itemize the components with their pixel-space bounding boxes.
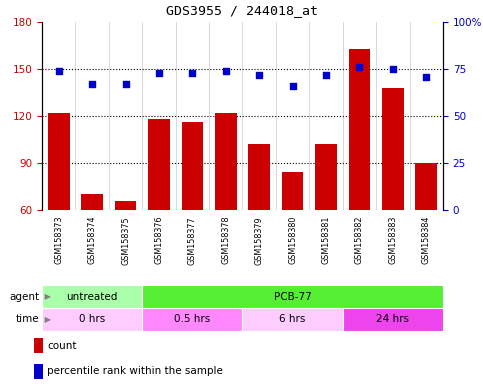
Bar <box>282 172 303 210</box>
Text: GSM158376: GSM158376 <box>155 216 163 265</box>
Text: percentile rank within the sample: percentile rank within the sample <box>47 366 223 376</box>
Text: GSM158379: GSM158379 <box>255 216 264 265</box>
Bar <box>315 144 337 210</box>
Text: ▶: ▶ <box>42 315 51 324</box>
Bar <box>34 364 43 379</box>
Text: ▶: ▶ <box>42 292 51 301</box>
Text: agent: agent <box>10 291 40 301</box>
Text: count: count <box>47 341 77 351</box>
Point <box>155 70 163 76</box>
Bar <box>48 113 70 210</box>
Point <box>88 81 96 87</box>
Text: untreated: untreated <box>67 291 118 301</box>
Text: GSM158375: GSM158375 <box>121 216 130 265</box>
Text: PCB-77: PCB-77 <box>274 291 312 301</box>
Text: 0 hrs: 0 hrs <box>79 314 105 324</box>
Text: GSM158384: GSM158384 <box>422 216 431 264</box>
Point <box>122 81 129 87</box>
Point <box>389 66 397 72</box>
Bar <box>382 88 404 210</box>
Point <box>423 73 430 79</box>
Point <box>188 70 196 76</box>
Bar <box>242 308 343 331</box>
Bar <box>81 194 103 210</box>
Text: GSM158374: GSM158374 <box>87 216 97 265</box>
Bar <box>42 285 142 308</box>
Point <box>222 68 229 74</box>
Bar <box>142 285 443 308</box>
Bar <box>34 338 43 353</box>
Text: GSM158383: GSM158383 <box>388 216 398 264</box>
Point <box>355 64 363 70</box>
Text: GSM158381: GSM158381 <box>322 216 330 264</box>
Bar <box>343 308 443 331</box>
Bar <box>415 163 437 210</box>
Text: 6 hrs: 6 hrs <box>280 314 306 324</box>
Bar <box>248 144 270 210</box>
Point <box>289 83 297 89</box>
Bar <box>215 113 237 210</box>
Bar <box>349 49 370 210</box>
Text: GSM158382: GSM158382 <box>355 216 364 265</box>
Point <box>256 71 263 78</box>
Bar <box>182 122 203 210</box>
Text: GSM158377: GSM158377 <box>188 216 197 265</box>
Point <box>55 68 63 74</box>
Text: GSM158373: GSM158373 <box>54 216 63 265</box>
Text: 0.5 hrs: 0.5 hrs <box>174 314 211 324</box>
Text: GSM158380: GSM158380 <box>288 216 297 264</box>
Bar <box>42 308 142 331</box>
Bar <box>114 200 136 210</box>
Text: GSM158378: GSM158378 <box>221 216 230 265</box>
Text: time: time <box>16 314 40 324</box>
Text: GDS3955 / 244018_at: GDS3955 / 244018_at <box>166 4 317 17</box>
Bar <box>142 308 242 331</box>
Point <box>322 71 330 78</box>
Text: 24 hrs: 24 hrs <box>376 314 410 324</box>
Bar <box>148 119 170 210</box>
